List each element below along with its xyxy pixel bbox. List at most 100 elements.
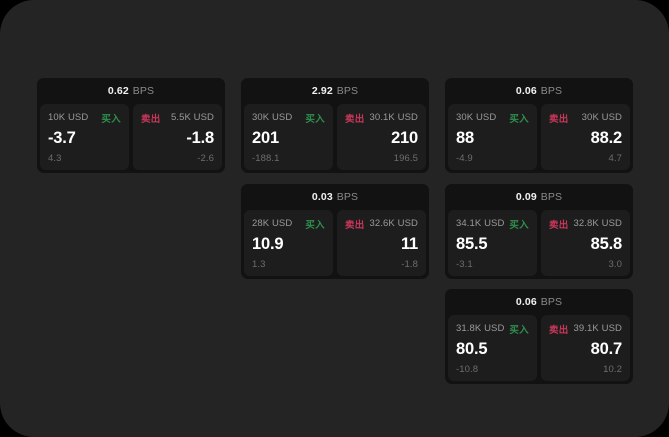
sell-tag: 卖出 <box>549 324 569 336</box>
ask-panel[interactable]: 卖出 39.1K USD 80.7 10.2 <box>541 315 630 381</box>
spread-value: 0.06 <box>515 296 537 308</box>
bid-panel-top: 34.1K USD 买入 <box>456 217 529 231</box>
bid-panel[interactable]: 30K USD 买入 201 -188.1 <box>244 104 333 170</box>
quote-card-1[interactable]: 0.62 BPS 10K USD 买入 -3.7 4.3 卖出 <box>37 78 225 173</box>
bid-price: 201 <box>252 129 279 147</box>
card-body: 30K USD 买入 201 -188.1 卖出 30.1K USD 210 1… <box>241 104 429 173</box>
ask-price: -1.8 <box>186 129 214 147</box>
quote-card-5[interactable]: 0.09 BPS 34.1K USD 买入 85.5 -3.1 卖出 <box>445 184 633 279</box>
bid-delta: 1.3 <box>252 259 266 270</box>
ask-panel[interactable]: 卖出 5.5K USD -1.8 -2.6 <box>133 104 222 170</box>
spread-unit: BPS <box>540 85 563 97</box>
spread-value: 0.09 <box>515 191 537 203</box>
bid-delta: -4.9 <box>456 153 473 164</box>
quote-card-6[interactable]: 0.06 BPS 31.8K USD 买入 80.5 -10.8 卖 <box>445 289 633 384</box>
spread-value: 2.92 <box>311 85 333 97</box>
buy-tag: 买入 <box>509 324 529 336</box>
ask-price: 85.8 <box>590 235 623 253</box>
ask-panel[interactable]: 卖出 32.6K USD 11 -1.8 <box>337 210 426 276</box>
spread-unit: BPS <box>336 191 359 203</box>
ask-panel[interactable]: 卖出 32.8K USD 85.8 3.0 <box>541 210 630 276</box>
card-body: 34.1K USD 买入 85.5 -3.1 卖出 32.8K USD 85.8… <box>445 210 633 279</box>
quote-card-3[interactable]: 0.06 BPS 30K USD 买入 88 -4.9 卖出 <box>445 78 633 173</box>
sell-tag: 卖出 <box>345 113 365 125</box>
card-header: 0.06 BPS <box>445 289 633 315</box>
spread-value: 0.62 <box>107 85 129 97</box>
buy-tag: 买入 <box>101 113 121 125</box>
ask-size-label: 32.8K USD <box>573 218 622 229</box>
quote-card-4[interactable]: 0.03 BPS 28K USD 买入 10.9 1.3 卖出 <box>241 184 429 279</box>
bid-panel[interactable]: 31.8K USD 买入 80.5 -10.8 <box>448 315 537 381</box>
ask-delta: -2.6 <box>197 153 214 164</box>
ask-delta: 4.7 <box>608 153 622 164</box>
ask-size-label: 5.5K USD <box>170 112 214 123</box>
ask-panel-top: 卖出 39.1K USD <box>549 322 622 336</box>
ask-price: 11 <box>400 235 418 253</box>
sell-tag: 卖出 <box>141 113 161 125</box>
card-header: 0.03 BPS <box>241 184 429 210</box>
ask-delta: 196.5 <box>393 153 418 164</box>
ask-delta: 10.2 <box>603 364 622 375</box>
bid-price: -3.7 <box>48 129 76 147</box>
bid-panel[interactable]: 10K USD 买入 -3.7 4.3 <box>40 104 129 170</box>
bid-panel-top: 30K USD 买入 <box>252 111 325 125</box>
buy-tag: 买入 <box>509 219 529 231</box>
bid-panel-top: 30K USD 买入 <box>456 111 529 125</box>
spread-unit: BPS <box>132 85 155 97</box>
ask-delta: 3.0 <box>608 259 622 270</box>
bid-size-label: 10K USD <box>48 112 89 123</box>
ask-panel-top: 卖出 30K USD <box>549 111 622 125</box>
buy-tag: 买入 <box>509 113 529 125</box>
ask-size-label: 30.1K USD <box>369 112 418 123</box>
sell-tag: 卖出 <box>549 113 569 125</box>
ask-price: 80.7 <box>590 340 623 358</box>
bid-panel-top: 10K USD 买入 <box>48 111 121 125</box>
ask-delta: -1.8 <box>401 259 418 270</box>
spread-unit: BPS <box>540 296 563 308</box>
ask-panel[interactable]: 卖出 30.1K USD 210 196.5 <box>337 104 426 170</box>
ask-panel-top: 卖出 32.6K USD <box>345 217 418 231</box>
card-header: 0.06 BPS <box>445 78 633 104</box>
bid-panel[interactable]: 28K USD 买入 10.9 1.3 <box>244 210 333 276</box>
ask-size-label: 32.6K USD <box>369 218 418 229</box>
ask-price: 210 <box>391 129 418 147</box>
ask-size-label: 30K USD <box>581 112 622 123</box>
bid-delta: -188.1 <box>252 153 280 164</box>
quote-card-2[interactable]: 2.92 BPS 30K USD 买入 201 -188.1 卖出 <box>241 78 429 173</box>
bid-price: 88 <box>456 129 474 147</box>
bid-panel[interactable]: 30K USD 买入 88 -4.9 <box>448 104 537 170</box>
ask-panel-top: 卖出 5.5K USD <box>141 111 214 125</box>
ask-size-label: 39.1K USD <box>573 323 622 334</box>
bid-delta: 4.3 <box>48 153 62 164</box>
spread-unit: BPS <box>336 85 359 97</box>
card-body: 30K USD 买入 88 -4.9 卖出 30K USD 88.2 4.7 <box>445 104 633 173</box>
bid-panel-top: 28K USD 买入 <box>252 217 325 231</box>
sell-tag: 卖出 <box>549 219 569 231</box>
ask-panel-top: 卖出 32.8K USD <box>549 217 622 231</box>
bid-price: 10.9 <box>252 235 284 253</box>
ask-panel[interactable]: 卖出 30K USD 88.2 4.7 <box>541 104 630 170</box>
ask-price: 88.2 <box>590 129 623 147</box>
ask-panel-top: 卖出 30.1K USD <box>345 111 418 125</box>
bid-delta: -3.1 <box>456 259 473 270</box>
bid-size-label: 34.1K USD <box>456 218 505 229</box>
card-body: 28K USD 买入 10.9 1.3 卖出 32.6K USD 11 -1.8 <box>241 210 429 279</box>
buy-tag: 买入 <box>305 113 325 125</box>
card-header: 0.09 BPS <box>445 184 633 210</box>
bid-price: 80.5 <box>456 340 488 358</box>
sell-tag: 卖出 <box>345 219 365 231</box>
card-header: 2.92 BPS <box>241 78 429 104</box>
bid-price: 85.5 <box>456 235 488 253</box>
bid-size-label: 30K USD <box>456 112 497 123</box>
spread-unit: BPS <box>540 191 563 203</box>
bid-size-label: 28K USD <box>252 218 293 229</box>
card-header: 0.62 BPS <box>37 78 225 104</box>
spread-value: 0.06 <box>515 85 537 97</box>
buy-tag: 买入 <box>305 219 325 231</box>
card-body: 31.8K USD 买入 80.5 -10.8 卖出 39.1K USD 80.… <box>445 315 633 384</box>
quote-board: 0.62 BPS 10K USD 买入 -3.7 4.3 卖出 <box>37 78 633 384</box>
bid-size-label: 31.8K USD <box>456 323 505 334</box>
bid-panel[interactable]: 34.1K USD 买入 85.5 -3.1 <box>448 210 537 276</box>
bid-panel-top: 31.8K USD 买入 <box>456 322 529 336</box>
